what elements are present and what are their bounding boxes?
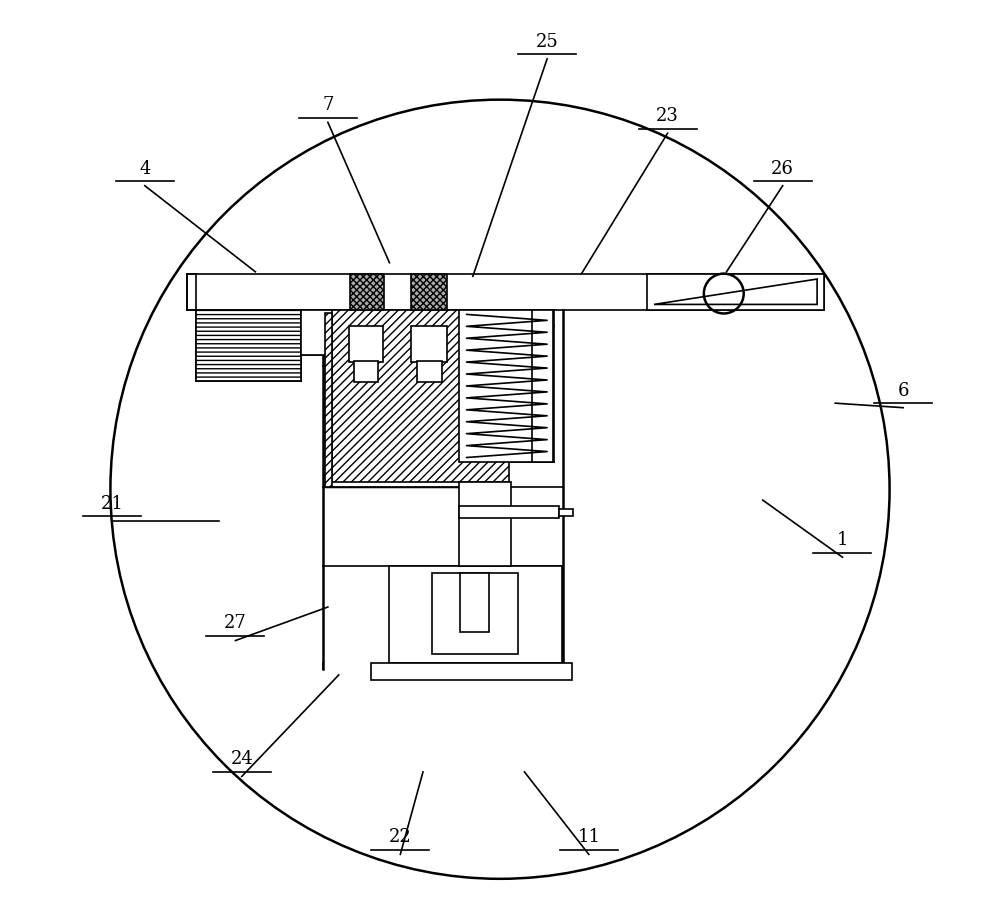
- Bar: [389, 566, 562, 663]
- Bar: [417, 361, 442, 382]
- Bar: [532, 310, 553, 462]
- Bar: [459, 310, 554, 462]
- Text: 22: 22: [389, 828, 412, 846]
- Bar: [432, 573, 518, 654]
- Bar: [332, 310, 509, 482]
- Bar: [647, 274, 824, 310]
- Text: 26: 26: [771, 159, 794, 178]
- Bar: [325, 313, 332, 487]
- Text: 1: 1: [837, 531, 848, 549]
- Bar: [196, 310, 301, 381]
- Bar: [459, 482, 511, 566]
- Bar: [350, 274, 384, 310]
- Text: 7: 7: [322, 96, 334, 114]
- Text: 6: 6: [897, 381, 909, 400]
- Bar: [559, 509, 573, 516]
- Text: 23: 23: [656, 107, 679, 125]
- Bar: [354, 361, 378, 382]
- Bar: [460, 573, 489, 632]
- Bar: [371, 663, 572, 680]
- Text: 25: 25: [536, 33, 558, 51]
- Bar: [411, 274, 447, 310]
- Bar: [459, 506, 559, 518]
- Text: 11: 11: [577, 828, 600, 846]
- Bar: [301, 310, 335, 355]
- Polygon shape: [325, 473, 509, 487]
- Bar: [411, 326, 447, 362]
- Text: 27: 27: [224, 614, 247, 632]
- Text: 4: 4: [139, 159, 151, 178]
- Text: 24: 24: [230, 750, 253, 768]
- Bar: [349, 326, 383, 362]
- Text: 21: 21: [101, 495, 124, 513]
- Bar: [187, 274, 824, 310]
